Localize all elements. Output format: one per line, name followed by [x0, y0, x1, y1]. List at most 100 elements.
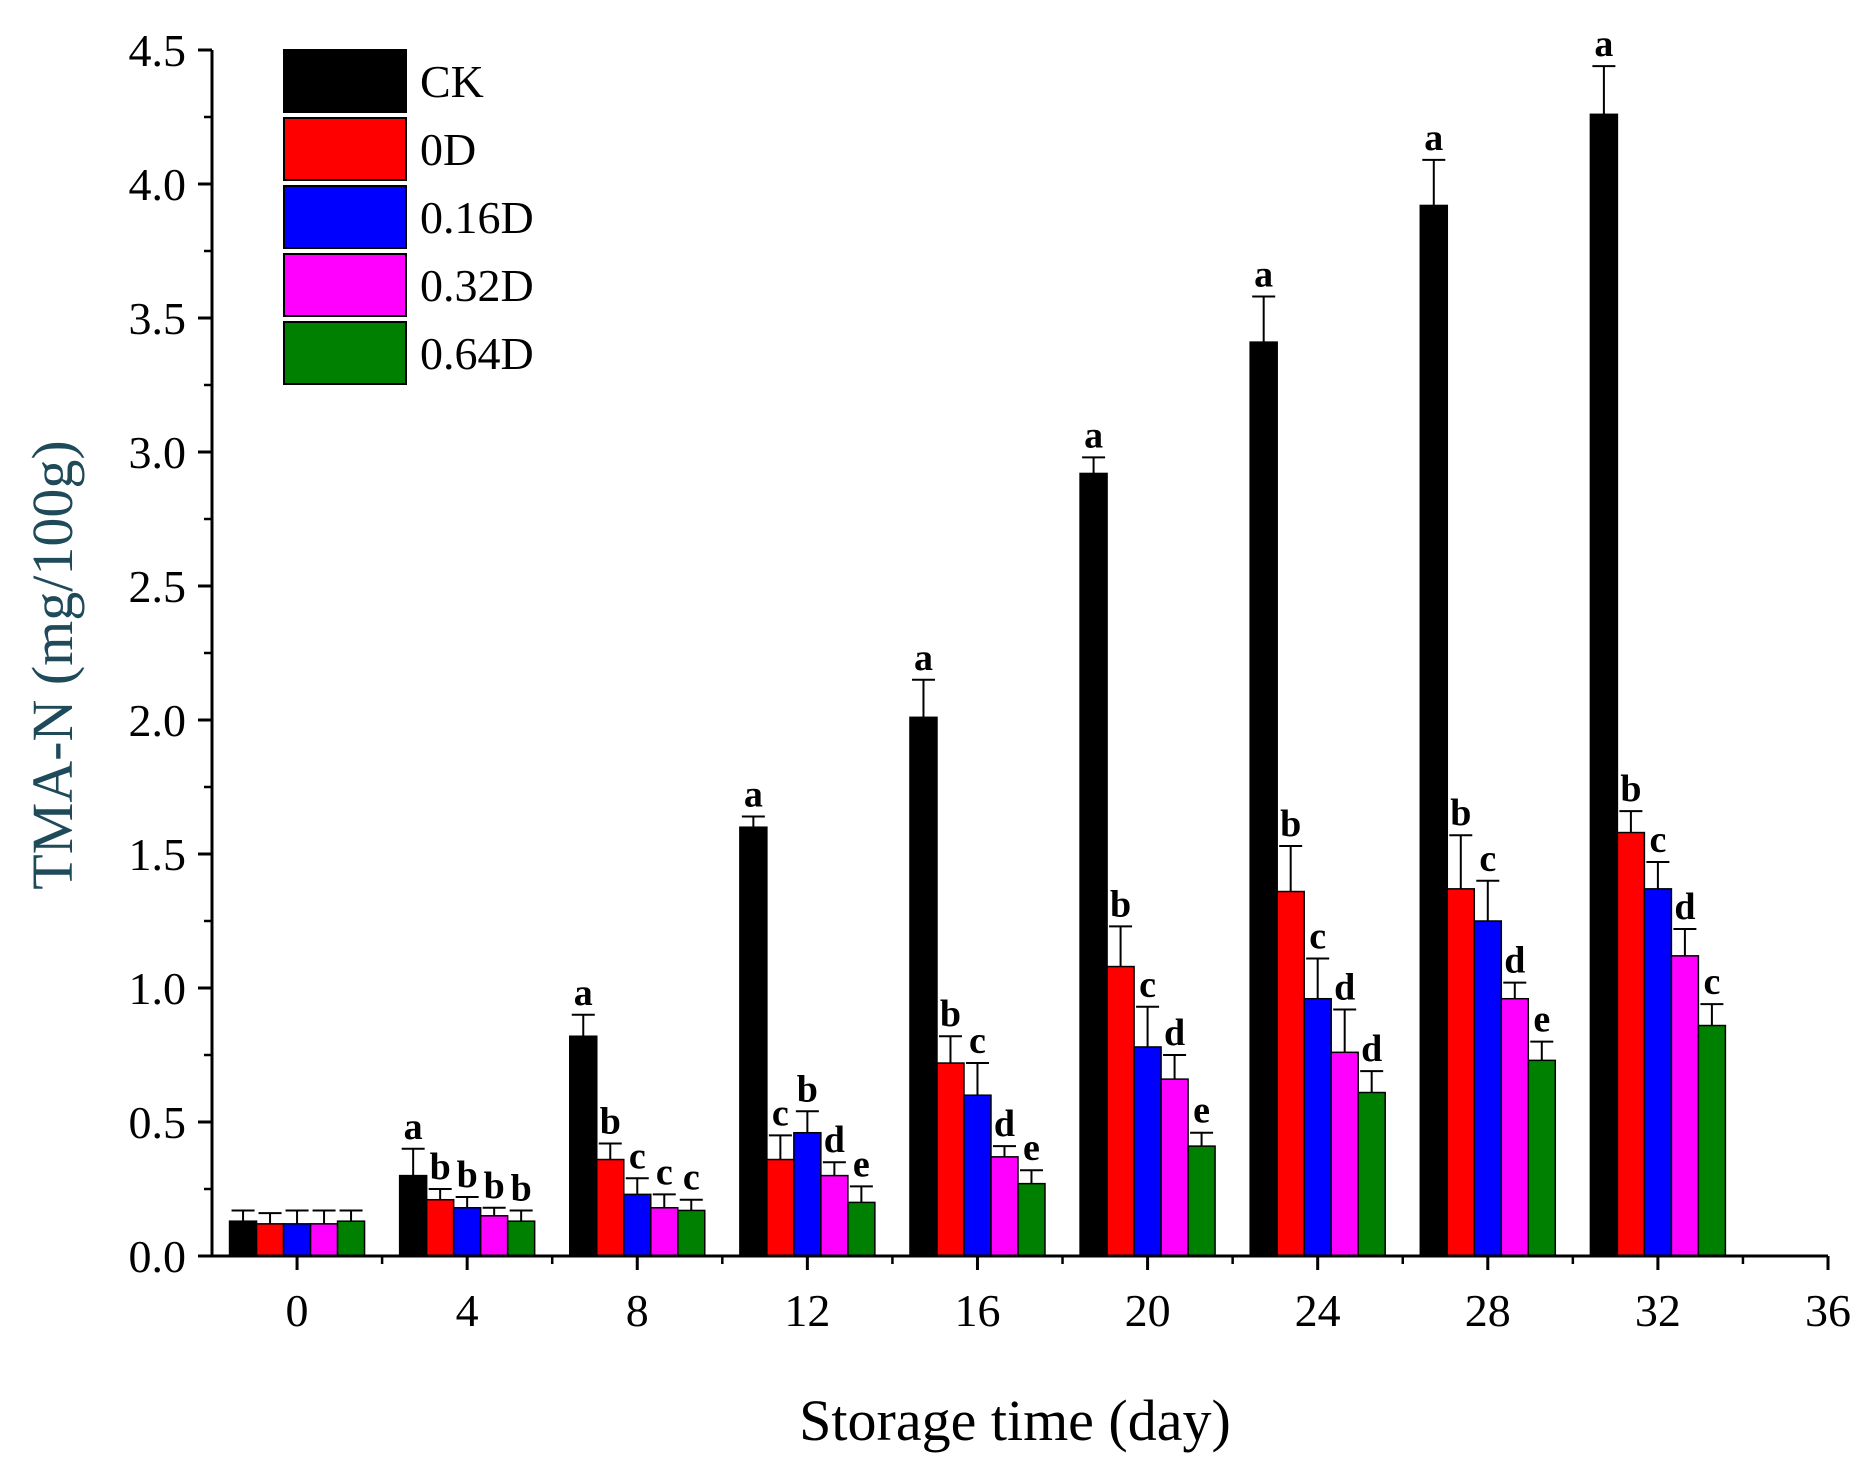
- bar: [1589, 113, 1619, 1257]
- bar: [1643, 888, 1673, 1257]
- bar: [255, 1223, 285, 1257]
- bar: [766, 1158, 795, 1257]
- axes-layer: 0.0 0.5 1.0 1.5 2.0 2.5 3.0 3.5 4.0 4.5 0 4 8 12 16 20 2…: [129, 25, 1852, 1336]
- bar: [1249, 341, 1278, 1257]
- y-axis-title: TMA-N (mg/100g): [20, 440, 85, 889]
- significance-label: a: [1254, 254, 1273, 296]
- significance-label: a: [574, 972, 593, 1014]
- significance-label: d: [994, 1103, 1015, 1145]
- bar: [1106, 965, 1135, 1257]
- bar: [936, 1062, 965, 1257]
- x-tick-label: 20: [1125, 1285, 1171, 1336]
- bar: [425, 1198, 455, 1257]
- significance-label: d: [1361, 1028, 1382, 1070]
- significance-label: c: [772, 1092, 789, 1134]
- bar: [1697, 1024, 1727, 1257]
- y-tick-label: 0.0: [129, 1231, 187, 1282]
- legend-label: 0.16D: [420, 192, 534, 243]
- bar: [1446, 888, 1476, 1257]
- significance-label: b: [484, 1165, 505, 1207]
- significance-label: d: [1164, 1012, 1185, 1054]
- bar: [1303, 997, 1332, 1257]
- y-tick-label: 0.5: [129, 1097, 187, 1148]
- bar: [1616, 831, 1646, 1257]
- x-tick-label: 16: [954, 1285, 1000, 1336]
- bar: [909, 716, 938, 1257]
- bar: [1079, 472, 1108, 1257]
- significance-label: c: [969, 1020, 986, 1062]
- legend-label: 0.64D: [420, 328, 534, 379]
- bar: [847, 1201, 876, 1257]
- bar: [990, 1156, 1019, 1257]
- bar: [506, 1220, 536, 1257]
- bar: [1473, 920, 1503, 1257]
- bar: [452, 1207, 482, 1257]
- y-tick-label: 1.5: [129, 829, 187, 880]
- bar: [228, 1220, 258, 1257]
- significance-label: b: [430, 1146, 451, 1188]
- bar: [1276, 890, 1305, 1257]
- legend-label: CK: [420, 56, 484, 107]
- significance-label: b: [1620, 768, 1641, 810]
- bar: [650, 1207, 679, 1257]
- y-tick-label: 3.0: [129, 427, 187, 478]
- bar: [1500, 997, 1530, 1257]
- significance-label: a: [1084, 414, 1103, 456]
- significance-label: b: [600, 1100, 621, 1142]
- significance-label: d: [1504, 940, 1525, 982]
- legend-swatch: [283, 49, 407, 113]
- bar: [793, 1131, 822, 1257]
- y-tick-label: 3.5: [129, 293, 187, 344]
- significance-label: d: [1674, 886, 1695, 928]
- bar: [820, 1174, 849, 1257]
- legend-swatch: [283, 185, 407, 249]
- x-tick-label: 36: [1805, 1285, 1851, 1336]
- significance-label: e: [853, 1143, 870, 1185]
- bar: [398, 1174, 428, 1257]
- significance-label: c: [1479, 838, 1496, 880]
- y-tick-label: 4.0: [129, 159, 187, 210]
- bar: [336, 1220, 366, 1257]
- bar: [282, 1223, 312, 1257]
- significance-label: a: [1424, 117, 1443, 159]
- bar: [1527, 1059, 1557, 1257]
- significance-label: d: [824, 1119, 845, 1161]
- error-bars-layer: [231, 65, 1724, 1224]
- significance-label: b: [797, 1068, 818, 1110]
- bar: [1357, 1091, 1386, 1257]
- significance-label: c: [1703, 961, 1720, 1003]
- bar: [1330, 1051, 1359, 1257]
- significance-label: b: [940, 993, 961, 1035]
- significance-label: a: [914, 637, 933, 679]
- significance-label: c: [1139, 964, 1156, 1006]
- bar: [1419, 204, 1449, 1257]
- bar: [596, 1158, 625, 1257]
- legend: CK 0D 0.16D 0.32D 0.64D: [283, 49, 534, 385]
- legend-label: 0.32D: [420, 260, 534, 311]
- bar: [1670, 955, 1700, 1257]
- significance-label: a: [404, 1106, 423, 1148]
- bar: [1133, 1046, 1162, 1257]
- x-tick-label: 0: [286, 1285, 309, 1336]
- y-tick-label: 1.0: [129, 963, 187, 1014]
- bars-layer: [228, 113, 1727, 1257]
- significance-label: b: [1280, 803, 1301, 845]
- y-tick-label: 2.0: [129, 695, 187, 746]
- x-tick-label: 4: [456, 1285, 479, 1336]
- significance-label: e: [1533, 999, 1550, 1041]
- legend-label: 0D: [420, 124, 476, 175]
- bar: [1160, 1078, 1189, 1257]
- bar: [479, 1215, 509, 1257]
- bar: [309, 1223, 339, 1257]
- significance-label: d: [1334, 966, 1355, 1008]
- bar: [677, 1209, 706, 1257]
- x-tick-label: 12: [784, 1285, 830, 1336]
- x-tick-label: 24: [1295, 1285, 1341, 1336]
- significance-label: a: [1594, 23, 1613, 65]
- significance-label: c: [683, 1157, 700, 1199]
- x-tick-label: 28: [1465, 1285, 1511, 1336]
- legend-swatch: [283, 253, 407, 317]
- bar: [1187, 1145, 1216, 1257]
